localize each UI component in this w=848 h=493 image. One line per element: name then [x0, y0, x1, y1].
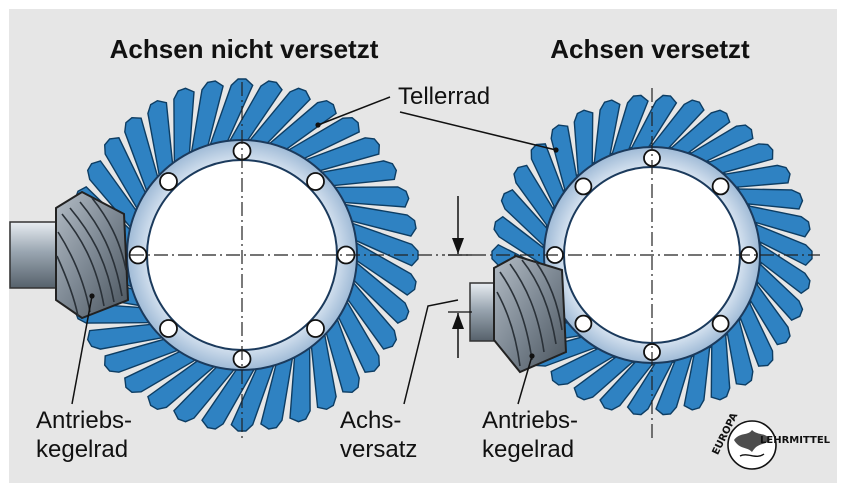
- pinion-teeth-right: [496, 259, 563, 367]
- leader-pinion-left: [71, 295, 93, 405]
- left-title: Achsen nicht versetzt: [110, 34, 379, 64]
- bolt-hole: [306, 172, 325, 191]
- pinion-body-right: [493, 254, 568, 374]
- label-tellerrad: Tellerrad: [398, 83, 490, 110]
- leader-dot: [529, 353, 535, 359]
- arrow-up-icon: [452, 313, 464, 329]
- center-lines-right: [448, 88, 820, 440]
- leader-dot: [89, 293, 95, 299]
- pinion-teeth-left: [56, 197, 127, 317]
- leader-dot: [315, 122, 321, 128]
- label-offset-line1: Achs-: [340, 407, 401, 434]
- right-title: Achsen versetzt: [550, 34, 750, 64]
- axis-offset-dimension: [448, 196, 472, 358]
- leader-tellerrad-right: [399, 111, 557, 151]
- drive-pinion-left: [9, 190, 130, 320]
- bolt-hole: [711, 314, 730, 333]
- bolt-hole: [574, 314, 593, 333]
- leader-pinion-right: [517, 355, 533, 405]
- bolt-hole: [306, 319, 325, 338]
- label-pinion-right-line1: Antriebs-: [482, 407, 578, 434]
- label-pinion-right-line2: kegelrad: [482, 436, 574, 463]
- bolt-hole: [574, 177, 593, 196]
- leader-offset: [403, 299, 459, 405]
- leader-dot: [553, 147, 559, 153]
- logo-bottom-text: LEHRMITTEL: [760, 435, 831, 446]
- label-pinion-left-line2: kegelrad: [36, 436, 128, 463]
- arrow-down-icon: [452, 238, 464, 254]
- drive-shaft-left: [9, 221, 57, 289]
- leader-tellerrad-left: [317, 96, 391, 126]
- bolt-hole: [159, 172, 178, 191]
- label-offset-line2: versatz: [340, 436, 417, 463]
- globe-continents: [734, 430, 770, 452]
- leader-lines: [71, 96, 557, 405]
- label-pinion-left-line1: Antriebs-: [36, 407, 132, 434]
- bolt-hole: [711, 177, 730, 196]
- bolt-hole: [159, 319, 178, 338]
